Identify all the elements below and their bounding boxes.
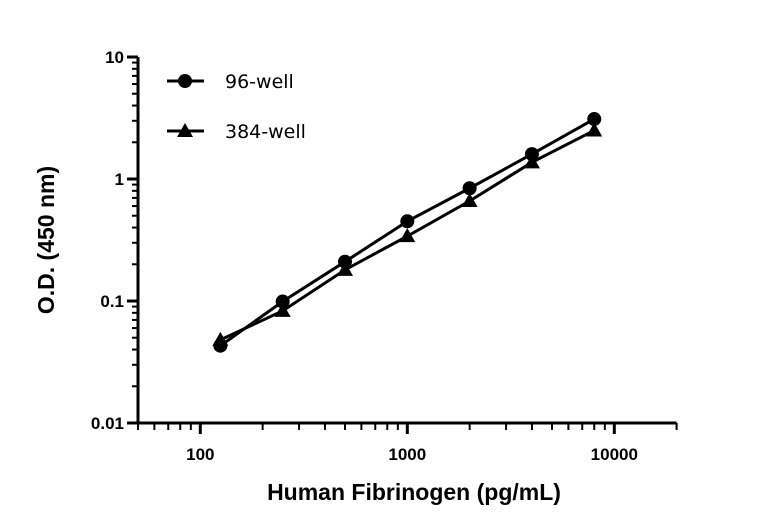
series-layer [212,112,603,353]
legend-label: 384-well [225,121,306,143]
y-tick-label: 0.01 [91,414,124,433]
data-point [399,228,416,243]
x-tick-label: 1000 [388,445,426,464]
data-point [337,261,353,276]
data-point [524,147,539,162]
x-tick-label: 100 [186,445,214,464]
data-point [587,112,602,127]
x-axis-title: Human Fibrinogen (pg/mL) [267,479,561,505]
axes: 0.01 0.1 1 10 100 1000 10000 [91,48,678,464]
data-point [461,193,478,208]
y-tick-label: 0.1 [100,292,124,311]
y-axis-title: O.D. (450 nm) [33,166,59,314]
series-96-well [213,112,602,353]
series-384-well [212,122,603,346]
y-tick-label: 10 [105,48,124,67]
circle-icon [178,74,192,88]
data-point [338,254,352,269]
triangle-icon [177,123,193,137]
data-point [274,302,291,317]
data-point [523,154,540,169]
legend-item: 384-well [167,121,306,143]
x-tick-label: 10000 [591,445,638,464]
data-point [586,122,603,137]
data-point [275,294,290,309]
legend-item: 96-well [167,71,294,93]
data-point [213,338,228,353]
data-point [400,214,415,229]
data-point [462,181,477,196]
legend: 96-well 384-well [167,71,306,143]
legend-label: 96-well [225,71,294,93]
y-tick-label: 1 [115,170,124,189]
